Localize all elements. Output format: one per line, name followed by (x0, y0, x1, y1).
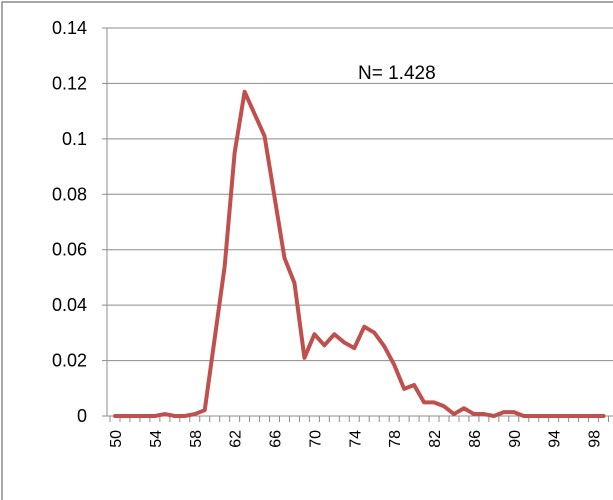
y-tick-label: 0.14 (52, 18, 87, 38)
y-tick-label: 0.04 (52, 295, 87, 315)
x-tick-label: 54 (148, 430, 165, 448)
x-tick-label: 58 (188, 430, 205, 448)
x-tick-label: 94 (547, 430, 564, 448)
y-tick-label: 0.02 (52, 351, 87, 371)
y-tick-label: 0 (77, 406, 87, 426)
x-tick-label: 66 (268, 430, 285, 448)
y-axis-tick-labels: 0 0.02 0.04 0.06 0.08 0.1 0.12 0.14 (52, 18, 87, 426)
x-tick-label: 74 (347, 430, 364, 448)
x-tick-label: 82 (427, 430, 444, 448)
x-tick-label: 62 (228, 430, 245, 448)
y-tick-label: 0.06 (52, 240, 87, 260)
y-tick-label: 0.08 (52, 184, 87, 204)
gridlines (107, 27, 613, 362)
series-line (113, 89, 606, 418)
x-tick-label: 98 (587, 430, 604, 448)
axes (102, 27, 613, 422)
x-tick-label: 78 (387, 430, 404, 448)
series-layer (113, 89, 606, 418)
x-tick-label: 70 (307, 430, 324, 448)
x-axis-tick-labels: 50 54 58 62 66 70 74 78 82 86 90 94 98 (108, 430, 604, 448)
y-tick-label: 0.12 (52, 73, 87, 93)
y-tick-label: 0.1 (62, 129, 87, 149)
sample-size-annotation: N= 1.428 (358, 63, 436, 84)
x-tick-label: 50 (108, 430, 125, 448)
x-tick-label: 90 (507, 430, 524, 448)
x-tick-label: 86 (467, 430, 484, 448)
